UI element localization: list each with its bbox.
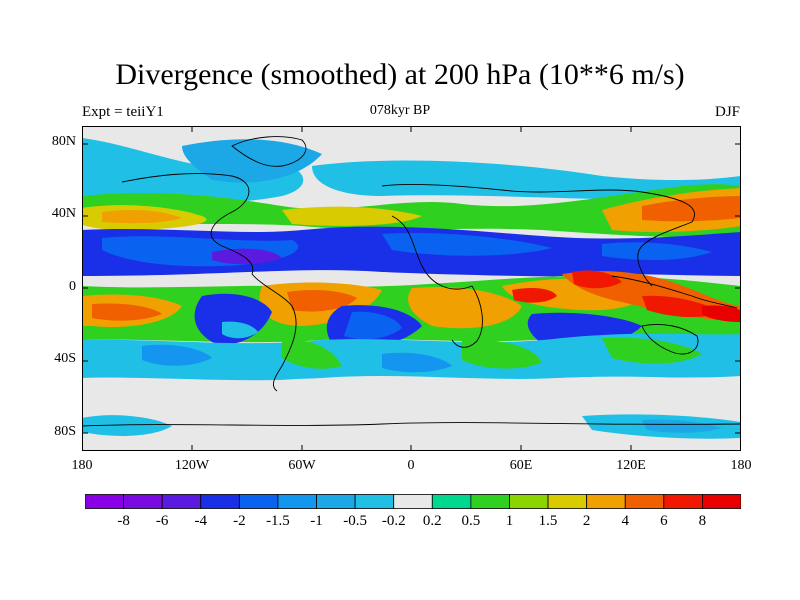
- experiment-label: Expt = teiiY1: [82, 104, 164, 120]
- colorbar-tick-label: -0.5: [343, 513, 367, 529]
- colorbar-tick-label: -6: [155, 513, 169, 529]
- colorbar: [85, 494, 741, 509]
- plot-title: Divergence (smoothed) at 200 hPa (10**6 …: [115, 58, 685, 91]
- colorbar-tick-label: 1: [505, 513, 514, 529]
- colorbar-tick-label: -1.5: [266, 513, 290, 529]
- colorbar-tick-label: 0.5: [461, 513, 481, 529]
- colorbar-swatch: [316, 494, 356, 509]
- lon-label-0: 0: [407, 458, 415, 473]
- lat-label-40s: 40S: [54, 351, 76, 366]
- colorbar-swatch: [663, 494, 703, 509]
- lon-label-60e: 60E: [509, 458, 533, 473]
- lat-label-40n: 40N: [51, 206, 76, 221]
- lat-label-80s: 80S: [54, 424, 76, 439]
- colorbar-tick-label: 0.2: [422, 513, 442, 529]
- colorbar-tick-label: 8: [698, 513, 707, 529]
- lon-label-120w: 120W: [174, 458, 210, 473]
- time-label: 078kyr BP: [369, 103, 431, 118]
- colorbar-swatch: [586, 494, 626, 509]
- colorbar-tick-label: 2: [582, 513, 591, 529]
- colorbar-tick-label: -1: [310, 513, 323, 529]
- colorbar-swatch: [354, 494, 395, 509]
- colorbar-swatch: [393, 494, 433, 509]
- season-label: DJF: [714, 104, 740, 120]
- colorbar-tick-label: -8: [117, 513, 130, 529]
- colorbar-swatch: [702, 494, 741, 509]
- lon-label-180w: 180: [71, 458, 93, 473]
- lon-label-60w: 60W: [288, 458, 316, 473]
- colorbar-tick-label: -2: [233, 513, 246, 529]
- colorbar-swatch: [431, 494, 472, 509]
- colorbar-swatch: [547, 494, 588, 509]
- colorbar-tick-label: 4: [621, 513, 629, 529]
- colorbar-tick-label: -4: [194, 513, 208, 529]
- lat-label-0: 0: [69, 279, 76, 294]
- colorbar-swatch: [123, 494, 163, 509]
- colorbar-tick-label: 6: [660, 513, 668, 529]
- colorbar-swatch: [624, 494, 665, 509]
- colorbar-swatch: [85, 494, 124, 509]
- colorbar-swatch: [238, 494, 279, 509]
- colorbar-tick-label: 1.5: [538, 513, 558, 529]
- lon-label-180e: 180: [730, 458, 752, 473]
- colorbar-swatch: [470, 494, 510, 509]
- lon-label-120e: 120E: [616, 458, 646, 473]
- colorbar-tick-label: -0.2: [381, 513, 406, 529]
- colorbar-swatch: [509, 494, 549, 509]
- colorbar-swatch: [200, 494, 240, 509]
- lat-label-80n: 80N: [51, 134, 76, 149]
- divergence-map: [82, 126, 741, 451]
- colorbar-swatch: [161, 494, 202, 509]
- colorbar-swatch: [277, 494, 317, 509]
